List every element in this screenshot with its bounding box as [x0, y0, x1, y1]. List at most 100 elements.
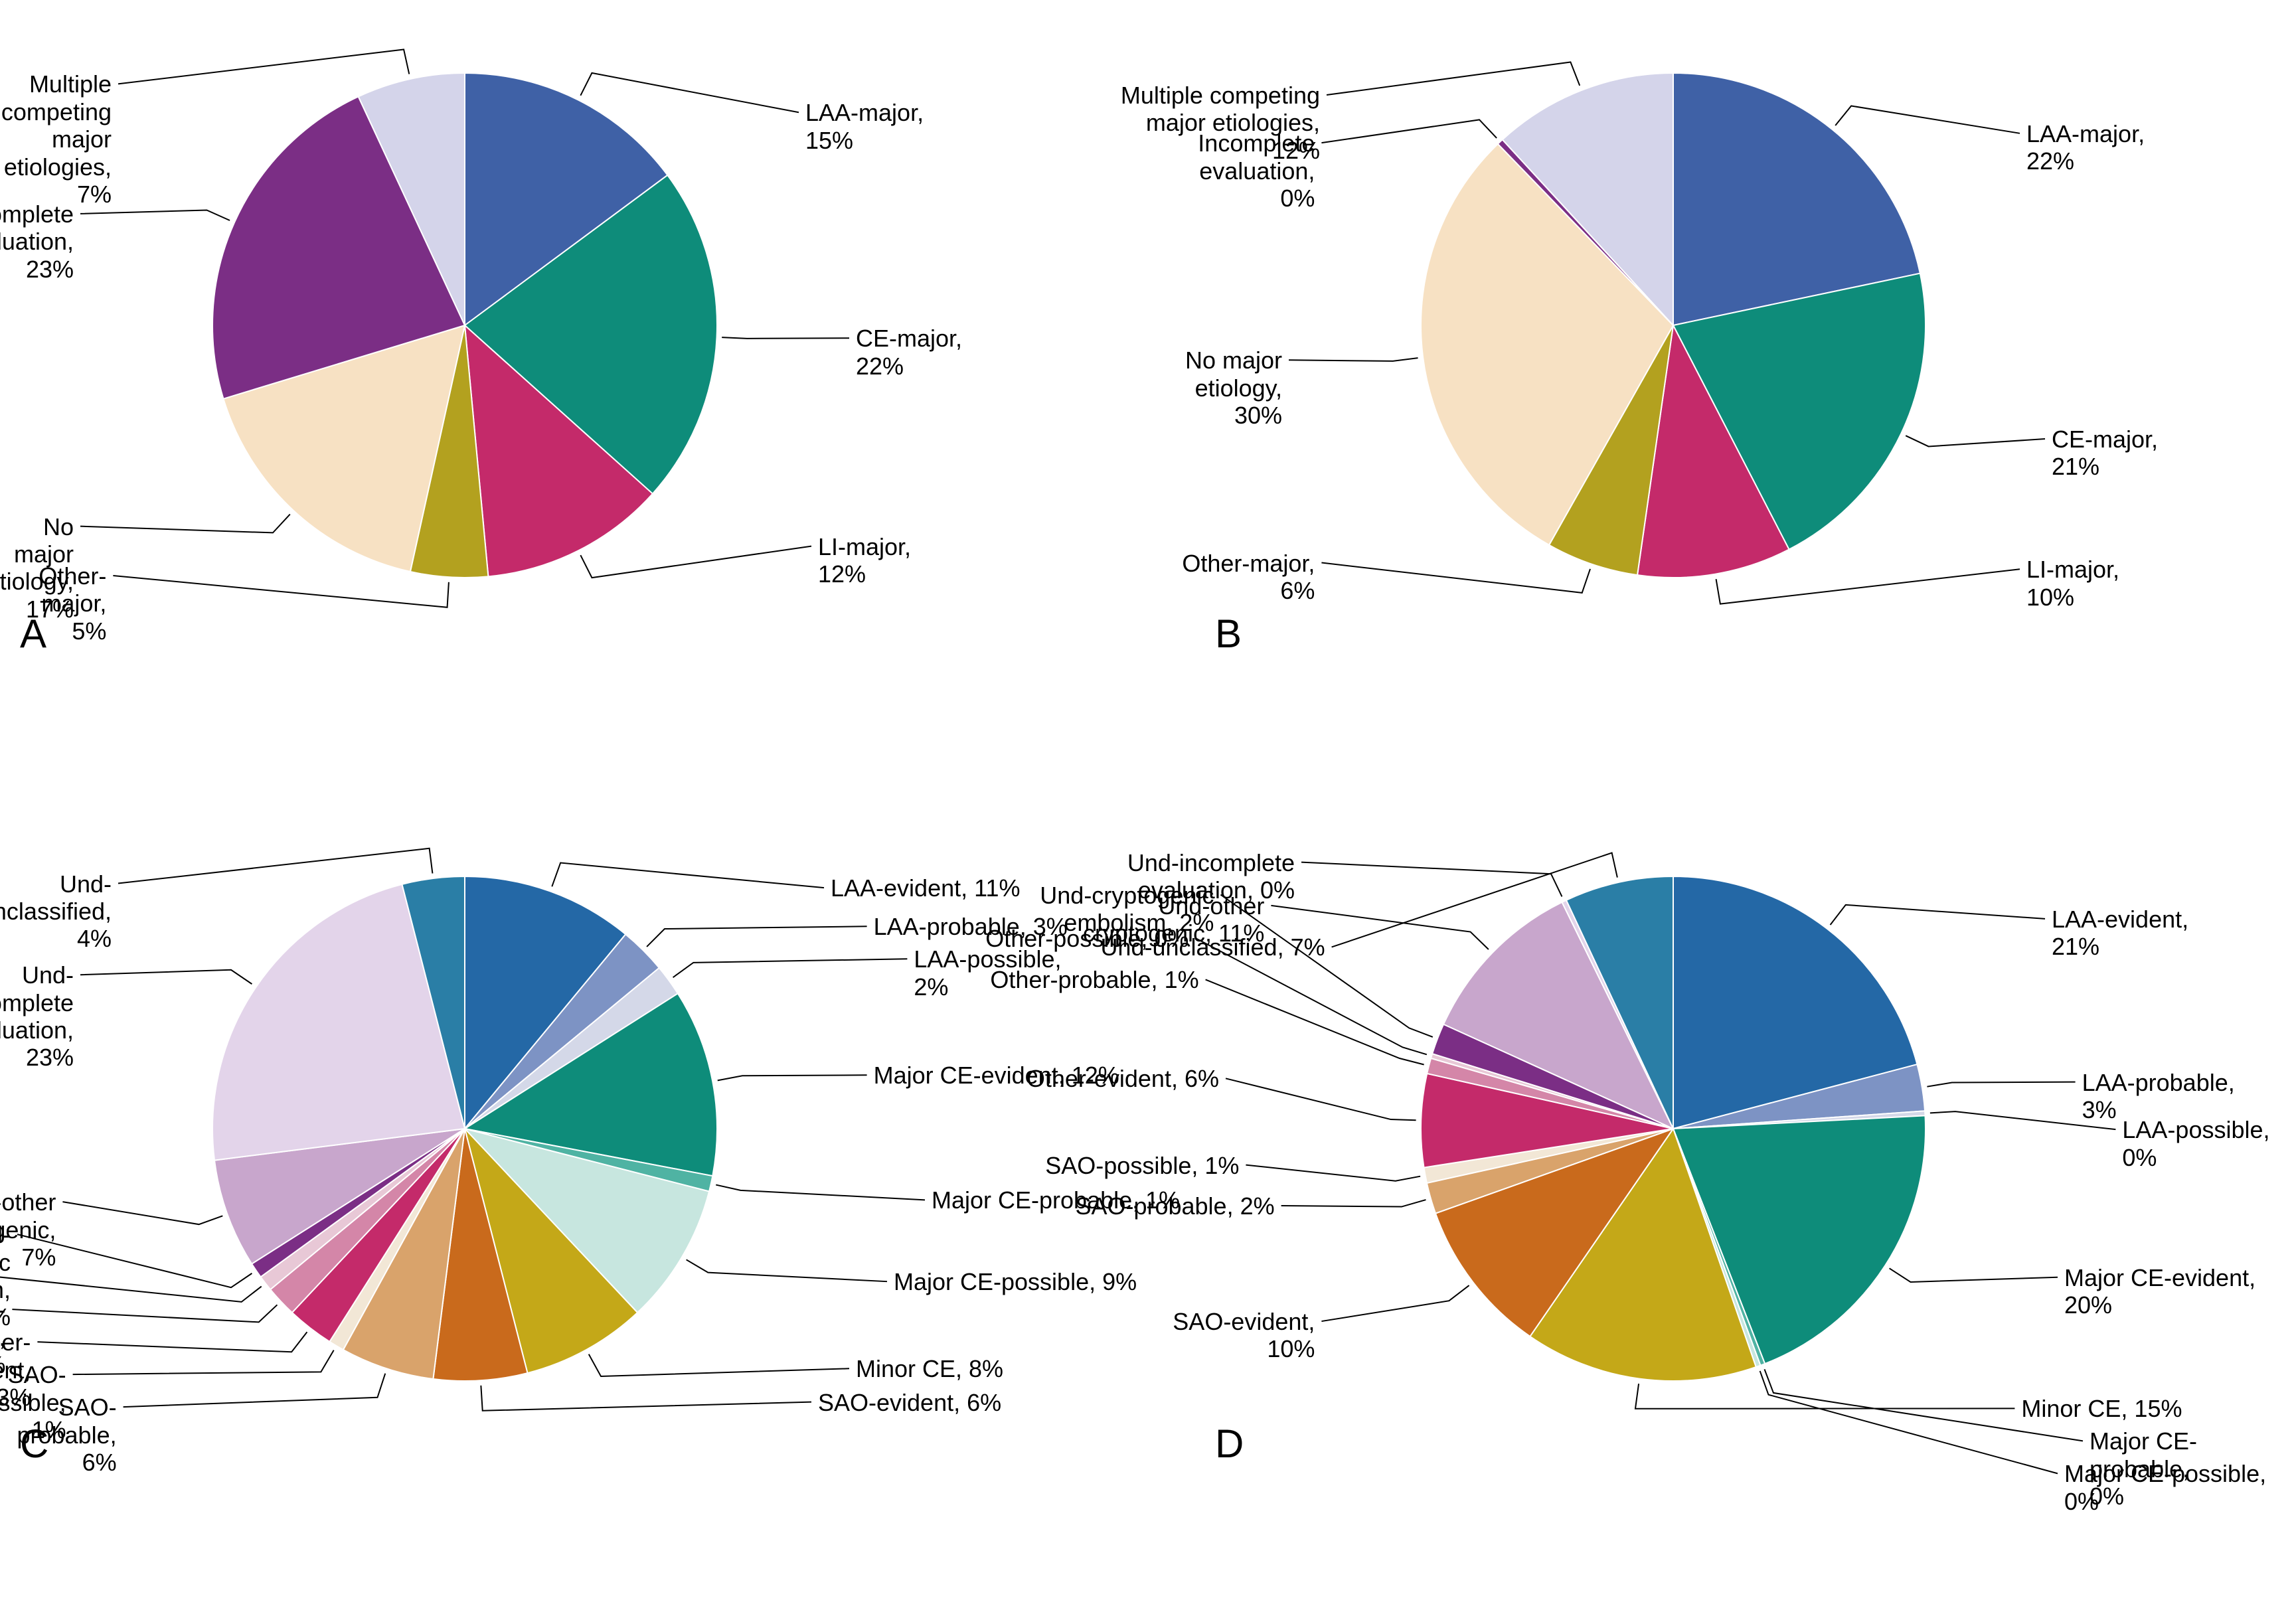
- panel-letter-D: D: [1215, 1421, 1244, 1467]
- slice-label: No major etiology, 30%: [1185, 347, 1282, 429]
- slice-label: Und-incomplete evaluation, 0%: [1127, 849, 1295, 904]
- pie-slice: [1637, 325, 1789, 578]
- pie-slice: [1431, 1054, 1673, 1129]
- pie-slice: [343, 1129, 465, 1379]
- panel-letter-A: A: [20, 611, 46, 657]
- leader-line: [647, 926, 867, 947]
- pie-slice: [329, 1129, 465, 1350]
- leader-line: [1760, 1371, 2058, 1473]
- leader-line: [1246, 1165, 1420, 1181]
- panel-letter-C: C: [20, 1421, 48, 1467]
- leader-line: [1321, 1285, 1469, 1321]
- slice-label: Minor CE, 15%: [2021, 1395, 2182, 1422]
- slice-label: Und-unclassified, 7%: [1100, 933, 1325, 961]
- slice-label: Major CE-possible, 9%: [894, 1268, 1137, 1295]
- slice-label: SAO-evident, 6%: [818, 1389, 1001, 1416]
- pie-slice: [1424, 1129, 1673, 1183]
- pie-slice: [252, 1129, 465, 1277]
- pie-slice: [214, 1129, 465, 1264]
- leader-line: [1226, 1078, 1416, 1120]
- pie-slice: [465, 876, 625, 1129]
- leader-line: [481, 1386, 811, 1411]
- leader-line: [113, 576, 449, 607]
- slice-label: Multiple competing major etiologies, 7%: [0, 70, 112, 208]
- leader-line: [1289, 358, 1418, 361]
- slice-label: No major etiology, 17%: [0, 513, 74, 623]
- pie-slice: [1673, 1129, 1760, 1367]
- pie-slice: [1427, 1129, 1673, 1214]
- pie-slice: [1673, 1115, 1926, 1364]
- leader-line: [118, 848, 432, 884]
- pie-slice: [261, 1129, 465, 1289]
- slice-label: Other-evident, 6%: [1026, 1065, 1219, 1092]
- leader-line: [1927, 1082, 2075, 1087]
- slice-label: Und-other cryptogenic, 7%: [0, 1188, 56, 1271]
- pie-chart-A: [0, 0, 2296, 1616]
- pie-slice: [465, 993, 717, 1176]
- slice-label: LI-major, 12%: [818, 533, 911, 588]
- pie-slice: [1673, 1111, 1925, 1129]
- pie-slice: [1549, 325, 1673, 575]
- leader-line: [1321, 120, 1497, 143]
- leader-line: [687, 1259, 887, 1281]
- leader-line: [37, 1332, 307, 1352]
- slice-label: CE-major, 21%: [2052, 426, 2158, 481]
- pie-slice: [465, 1129, 637, 1373]
- pie-slice: [1673, 876, 1917, 1129]
- slice-label: Other-probable, 1%: [990, 966, 1198, 993]
- pie-slice: [1498, 139, 1673, 325]
- pie-slice: [465, 934, 659, 1129]
- leader-line: [1281, 1200, 1426, 1206]
- slice-label: Und-incomplete evaluation, 23%: [0, 961, 74, 1072]
- leader-line: [80, 970, 252, 984]
- leader-line: [1301, 862, 1562, 897]
- pie-slice: [402, 876, 465, 1129]
- pie-slice: [1562, 900, 1673, 1129]
- pie-slice: [465, 1129, 709, 1313]
- pie-slice: [1443, 902, 1673, 1129]
- slice-label: LAA-major, 22%: [2026, 120, 2145, 175]
- leader-line: [1831, 905, 2045, 925]
- leader-line: [1906, 436, 2045, 446]
- leader-line: [1206, 979, 1424, 1064]
- slice-label: LAA-major, 15%: [805, 99, 924, 154]
- pie-slice: [212, 884, 465, 1161]
- leader-line: [80, 210, 230, 220]
- panel-letter-B: B: [1215, 611, 1242, 657]
- pie-chart-D: [0, 0, 2296, 1616]
- pie-slice: [270, 1129, 465, 1313]
- leader-line: [0, 1277, 262, 1302]
- pie-slice: [1432, 1024, 1673, 1129]
- slice-label: LAA-evident, 21%: [2052, 906, 2188, 961]
- slice-label: Und-unclassified, 4%: [0, 870, 112, 953]
- slice-label: SAO-probable, 2%: [1075, 1192, 1274, 1220]
- slice-label: Multiple competing major etiologies, 12%: [1121, 82, 1320, 164]
- pie-slice: [212, 96, 465, 398]
- pie-slice: [1421, 144, 1673, 545]
- leader-line: [552, 863, 824, 888]
- slice-label: SAO-evident, 10%: [1173, 1308, 1315, 1363]
- slice-label: Incomplete evaluation, 23%: [0, 201, 74, 283]
- pie-slice: [1435, 1129, 1673, 1336]
- leader-line: [1635, 1384, 2014, 1409]
- leader-line: [722, 337, 849, 339]
- leader-line: [1716, 569, 2020, 604]
- figure-page: LAA-major, 15%CE-major, 22%LI-major, 12%…: [0, 0, 2296, 1616]
- pie-slice: [465, 175, 717, 494]
- leader-line: [80, 515, 290, 533]
- leader-line: [118, 49, 409, 84]
- slice-label: LAA-evident, 11%: [831, 874, 1021, 902]
- pie-slice: [1421, 1074, 1673, 1168]
- leader-line: [716, 1185, 925, 1200]
- slice-label: Major CE-possible, 0%: [2064, 1460, 2266, 1515]
- pie-slice: [223, 325, 465, 572]
- slice-label: SAO-possible, 1%: [1045, 1152, 1239, 1179]
- pie-chart-B: [0, 0, 2296, 1616]
- leader-line: [73, 1350, 334, 1374]
- pie-slice: [1566, 876, 1673, 1129]
- pie-slice: [1673, 1064, 1925, 1129]
- leader-line: [1321, 563, 1590, 593]
- pie-slice: [1673, 274, 1926, 550]
- slice-label: Major CE-evident, 20%: [2064, 1264, 2255, 1319]
- pie-slice: [465, 968, 678, 1129]
